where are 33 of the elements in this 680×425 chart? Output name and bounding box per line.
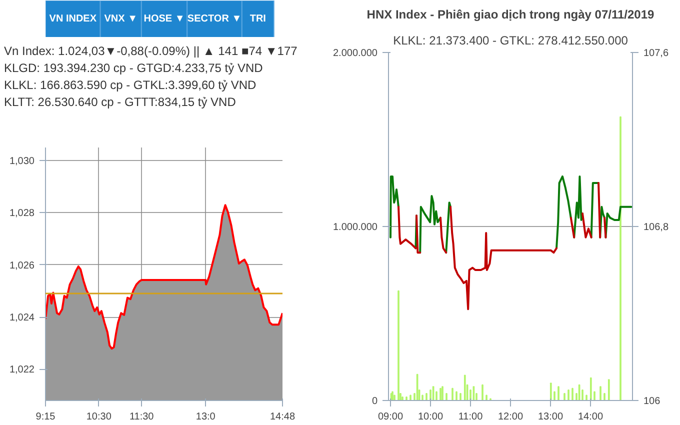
chart-title: HNX Index - Phiên giao dịch trong ngày 07/11/2019 [366, 8, 655, 22]
text: KLTT: 26.530.640 cp - GTTT:834,15 tỷ VND [4, 95, 237, 109]
y-tick-label: 1,024 [9, 312, 35, 324]
y-tick-label: 1.000.000 [333, 222, 378, 233]
y2-tick-label: 106,8 [644, 222, 669, 233]
y2-tick-label: 107,6 [644, 48, 669, 59]
x-tick-label: 13:0 [196, 412, 216, 422]
y-tick-label: 2.000.000 [333, 48, 378, 59]
chart-subtitle: KLKL: 21.373.400 - GTKL: 278.412.550.000 [393, 34, 628, 48]
x-tick-label: 10:00 [418, 412, 444, 422]
y-tick-label: 1,026 [9, 260, 35, 272]
text: TRI [250, 14, 266, 24]
x-tick-label: 11:00 [458, 412, 484, 422]
text: VNX ▼ [104, 14, 138, 24]
x-tick-label: 09:00 [378, 412, 404, 422]
x-tick-label: 11:30 [129, 412, 154, 422]
text: Vn Index: 1.024,03▼-0,88(-0.09%) || ▲ 141 ■74 ▼177 [4, 44, 298, 58]
y-tick-label: 1,030 [9, 156, 35, 168]
x-tick-label: 10:30 [86, 412, 112, 422]
text: KLGD: 193.394.230 cp - GTGD:4.233,75 tỷ VND [4, 61, 264, 75]
y-tick-label: 1,022 [9, 364, 35, 376]
x-tick-label: 12:00 [498, 412, 524, 422]
y-tick-label: 1,028 [9, 208, 35, 220]
text: VN INDEX [49, 14, 97, 24]
x-tick-label: 14:48 [270, 412, 296, 422]
y-tick-label: 0 [372, 396, 378, 407]
text: KLKL: 166.863.590 cp - GTKL:3.399,60 tỷ VND [4, 78, 258, 92]
x-tick-label: 9:15 [36, 412, 56, 422]
x-tick-label: 13:00 [538, 412, 564, 422]
x-tick-label: 14:00 [578, 412, 604, 422]
text: SECTOR ▼ [187, 14, 242, 24]
y2-tick-label: 106 [644, 396, 661, 407]
text: HOSE ▼ [144, 14, 185, 24]
